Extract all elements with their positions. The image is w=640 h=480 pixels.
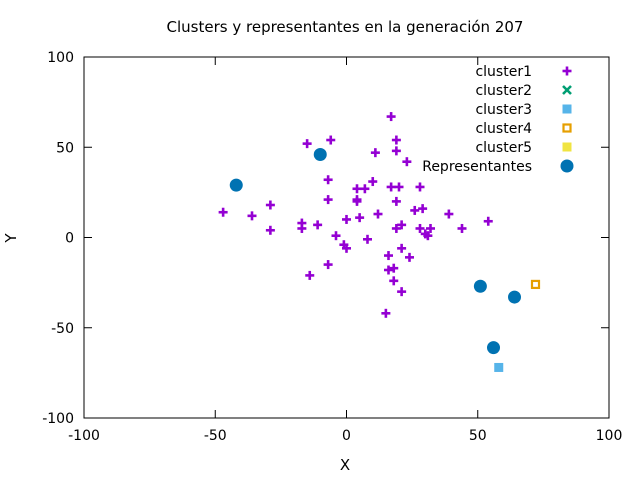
cluster1-point <box>305 270 315 280</box>
legend-entry: cluster2 <box>475 83 572 99</box>
legend-marker <box>562 66 572 76</box>
y-tick-label: -50 <box>51 321 74 337</box>
cluster1-point <box>426 223 435 233</box>
legend-entry: cluster3 <box>475 102 572 118</box>
x-tick-label: -50 <box>204 428 227 444</box>
legend-entry: Representantes <box>422 159 574 175</box>
cluster1-point <box>373 209 383 219</box>
cluster1-point <box>389 263 399 273</box>
x-tick-label: 100 <box>596 428 623 444</box>
cluster1-point <box>331 231 341 241</box>
legend-label: Representantes <box>422 159 532 175</box>
cluster1-point <box>410 205 420 215</box>
cluster3-point <box>494 362 504 372</box>
cluster1-point <box>355 213 365 223</box>
cluster1-point <box>405 252 414 262</box>
legend-marker <box>562 104 572 114</box>
cluster1-point <box>389 276 399 286</box>
cluster1-point <box>391 196 401 206</box>
legend-marker <box>562 123 572 133</box>
cluster1-point <box>415 223 425 233</box>
legend-label: cluster2 <box>475 83 532 99</box>
representantes-point <box>229 178 243 192</box>
legend-entry: cluster1 <box>475 64 572 80</box>
cluster1-point <box>218 207 228 217</box>
cluster1-point <box>323 260 333 270</box>
cluster1-point <box>302 139 312 149</box>
cluster1-point <box>402 157 412 167</box>
cluster1-point <box>423 231 433 241</box>
cluster1-point <box>363 234 372 244</box>
x-tick-label: 0 <box>342 428 351 444</box>
legend-label: cluster4 <box>475 121 532 137</box>
legend-label: cluster5 <box>475 140 532 156</box>
cluster1-point <box>265 200 275 210</box>
y-tick-label: 100 <box>47 50 74 66</box>
y-tick-label: 50 <box>56 140 74 156</box>
cluster1-point <box>265 225 275 235</box>
cluster1-point <box>370 148 380 158</box>
legend-marker <box>562 85 572 95</box>
cluster1-point <box>391 135 401 145</box>
chart-title: Clusters y representantes en la generaci… <box>167 18 524 36</box>
cluster1-point <box>391 146 401 156</box>
cluster1-point <box>483 216 493 226</box>
representantes-point <box>473 279 487 293</box>
cluster1-point <box>323 195 333 205</box>
legend-entry: cluster4 <box>475 121 572 137</box>
representantes-point <box>313 147 327 161</box>
cluster1-point <box>397 220 407 230</box>
cluster1-point <box>457 223 467 233</box>
legend-marker <box>562 142 572 152</box>
representantes-point <box>487 341 500 355</box>
data-points <box>218 112 541 372</box>
legend-marker <box>560 159 574 173</box>
x-axis-label: X <box>340 456 350 474</box>
cluster1-point <box>386 112 396 122</box>
cluster1-point <box>386 182 396 192</box>
cluster1-point <box>391 223 401 233</box>
axis-ticks: -100 -50 0 50 100 -100 -50 0 50 100 <box>42 50 622 444</box>
cluster1-point <box>384 251 393 261</box>
representantes-point <box>508 290 521 304</box>
cluster1-point <box>360 184 370 194</box>
cluster1-point <box>397 243 407 253</box>
cluster1-point <box>342 214 351 224</box>
cluster1-point <box>247 211 257 221</box>
legend: cluster1 cluster2 cluster3 cluster4 cluster5… <box>422 64 574 175</box>
x-tick-label: 50 <box>469 428 487 444</box>
cluster1-point <box>352 184 362 194</box>
cluster1-point <box>342 243 351 253</box>
cluster1-point <box>394 182 404 192</box>
cluster1-point <box>415 182 425 192</box>
y-axis-label: Y <box>2 233 20 244</box>
y-tick-label: 0 <box>65 231 74 247</box>
cluster1-point <box>352 196 362 206</box>
cluster1-point <box>418 204 428 214</box>
legend-label: cluster1 <box>475 64 532 80</box>
y-tick-label: -100 <box>42 411 74 427</box>
cluster1-point <box>326 135 336 145</box>
legend-label: cluster3 <box>475 102 532 118</box>
cluster4-point <box>530 279 541 290</box>
cluster1-point <box>313 220 323 230</box>
cluster1-point <box>368 177 378 187</box>
legend-entry: cluster5 <box>475 140 572 156</box>
cluster1-point <box>323 175 333 185</box>
x-tick-label: -100 <box>68 428 100 444</box>
cluster1-point <box>397 287 407 297</box>
cluster1-point <box>384 265 393 275</box>
cluster1-point <box>444 209 454 219</box>
cluster1-point <box>297 223 307 233</box>
cluster1-point <box>381 308 391 318</box>
